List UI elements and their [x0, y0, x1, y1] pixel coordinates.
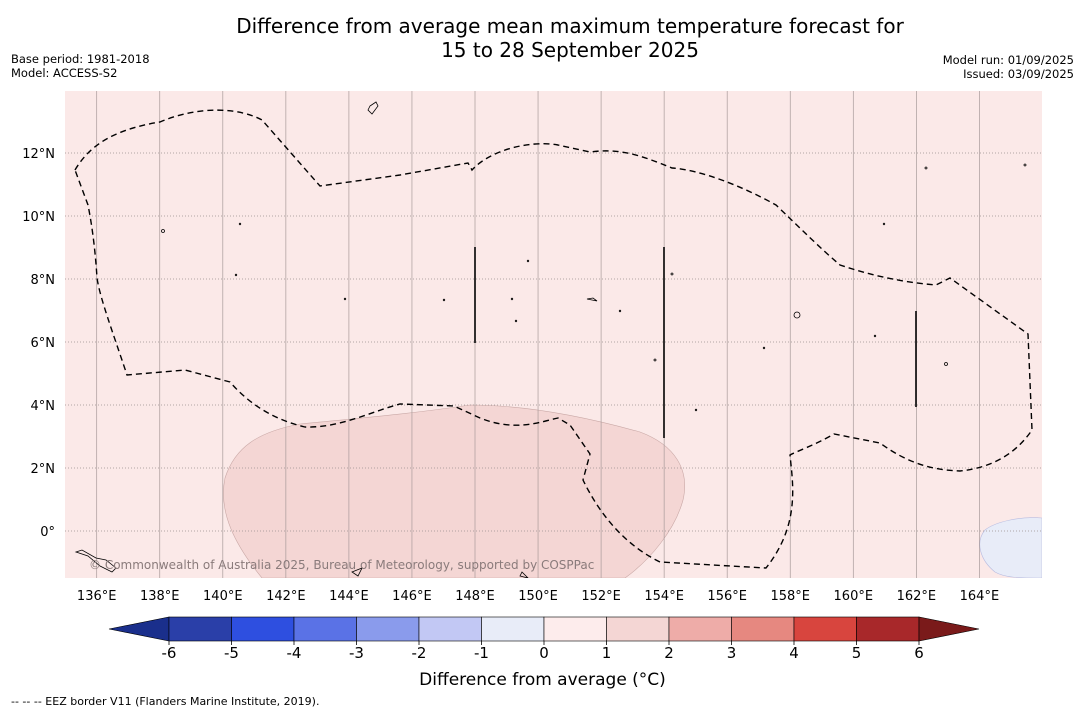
- latitude-labels: 12°N 10°N 8°N 6°N 4°N 2°N 0°: [22, 147, 55, 540]
- colorbar-extend-min: [108, 616, 170, 642]
- lon-label: 144°E: [329, 589, 369, 604]
- colorbar-label: 5: [852, 644, 862, 662]
- colorbar-title: Difference from average (°C): [419, 670, 666, 690]
- colorbar-segment: [668, 616, 732, 642]
- colorbar-label: 3: [727, 644, 737, 662]
- islands: [74, 101, 1027, 578]
- colorbar-label: -6: [162, 644, 177, 662]
- model-text: Model: ACCESS-S2: [11, 66, 118, 80]
- colorbar-segment: [731, 616, 795, 642]
- eez-border-north: [74, 109, 1033, 569]
- base-period-text: Base period: 1981-2018: [11, 52, 150, 66]
- colorbar-segment: [168, 616, 232, 642]
- colorbar-label: -1: [474, 644, 489, 662]
- lat-label: 8°N: [31, 273, 56, 288]
- map-title: Difference from average mean maximum tem…: [0, 14, 1085, 62]
- lon-label: 142°E: [266, 589, 306, 604]
- lon-label: 164°E: [960, 589, 1000, 604]
- meta-left: Base period: 1981-2018 Model: ACCESS-S2: [11, 52, 150, 80]
- lat-label: 6°N: [31, 336, 56, 351]
- issued-text: Issued: 03/09/2025: [963, 67, 1074, 81]
- lat-label: 2°N: [31, 462, 56, 477]
- lon-label: 146°E: [392, 589, 432, 604]
- colorbar-segment: [293, 616, 357, 642]
- colorbar-extend-max: [918, 616, 980, 642]
- lon-label: 158°E: [770, 589, 810, 604]
- lat-label: 4°N: [31, 399, 56, 414]
- colorbar-label: 6: [914, 644, 924, 662]
- colorbar-label: 1: [602, 644, 612, 662]
- colorbar-segment: [606, 616, 670, 642]
- anomaly-region-0-to-minus-1: [979, 517, 1042, 578]
- lon-label: 150°E: [518, 589, 558, 604]
- lon-label: 136°E: [77, 589, 117, 604]
- colorbar-label: 0: [539, 644, 549, 662]
- eez-footnote: -- -- -- EEZ border V11 (Flanders Marine…: [11, 695, 320, 708]
- lon-label: 140°E: [203, 589, 243, 604]
- colorbar-label: -5: [224, 644, 239, 662]
- title-line-2: 15 to 28 September 2025: [441, 38, 699, 62]
- copyright-text: © Commonwealth of Australia 2025, Bureau…: [89, 558, 595, 572]
- colorbar-label: 2: [664, 644, 674, 662]
- lon-label: 152°E: [581, 589, 621, 604]
- colorbar-segment: [356, 616, 420, 642]
- lon-label: 156°E: [707, 589, 747, 604]
- colorbar-label: 4: [789, 644, 799, 662]
- colorbar-label: -4: [287, 644, 302, 662]
- anomaly-region-1-to-2: [223, 404, 685, 578]
- colorbar-label: -2: [412, 644, 427, 662]
- colorbar-segment: [856, 616, 920, 642]
- map-grid: [65, 91, 1042, 578]
- colorbar-segment: [793, 616, 857, 642]
- lat-label: 10°N: [22, 210, 55, 225]
- lat-label: 0°: [40, 525, 55, 540]
- meta-right: Model run: 01/09/2025 Issued: 03/09/2025: [943, 53, 1074, 81]
- lon-label: 138°E: [140, 589, 180, 604]
- colorbar-segment: [418, 616, 482, 642]
- colorbar-label: -3: [349, 644, 364, 662]
- colorbar: -6 -5 -4 -3 -2 -1 0 1 2 3 4 5 6: [108, 616, 980, 662]
- lon-label: 154°E: [644, 589, 684, 604]
- colorbar-segment: [543, 616, 607, 642]
- longitude-labels: 136°E 138°E 140°E 142°E 144°E 146°E 148°E 150°E…: [77, 589, 999, 604]
- model-run-text: Model run: 01/09/2025: [942, 53, 1074, 67]
- colorbar-segment: [481, 616, 545, 642]
- lon-label: 162°E: [897, 589, 937, 604]
- lon-label: 160°E: [834, 589, 874, 604]
- lat-label: 12°N: [22, 147, 55, 162]
- lon-label: 148°E: [455, 589, 495, 604]
- colorbar-segment: [231, 616, 295, 642]
- title-line-1: Difference from average mean maximum tem…: [236, 14, 904, 38]
